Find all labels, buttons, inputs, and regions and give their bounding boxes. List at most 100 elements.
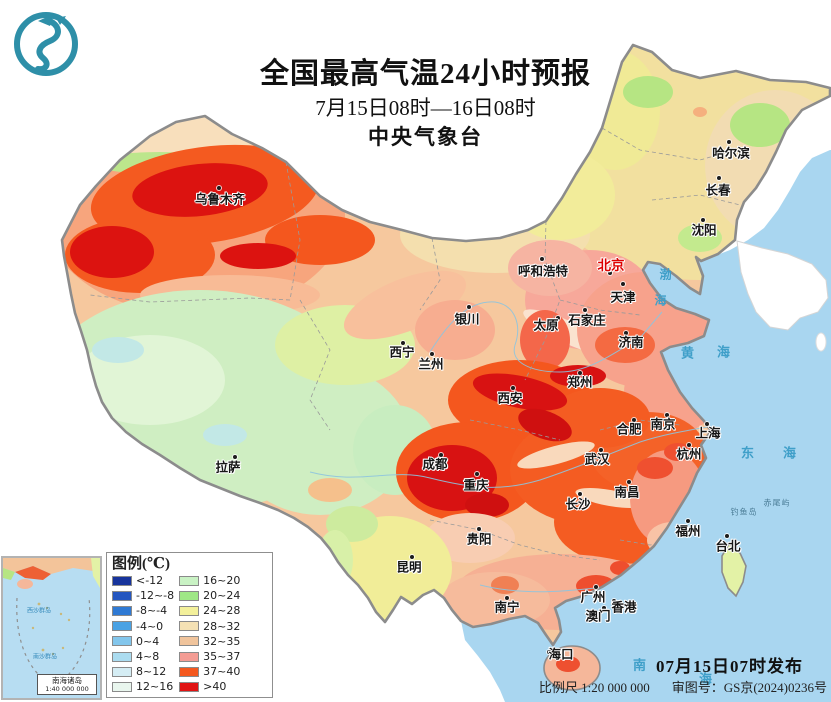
city-label: 台北 xyxy=(715,538,741,554)
sea-label: 东 xyxy=(740,446,756,462)
city-dot xyxy=(430,352,434,356)
city-dot xyxy=(578,492,582,496)
legend-range-label: 32~35 xyxy=(203,634,241,648)
rivers xyxy=(309,301,708,593)
sea-label: 渤 xyxy=(659,267,673,282)
city-dot xyxy=(725,534,729,538)
inset-caption-title: 南海诸岛 xyxy=(52,675,82,685)
legend-item: 0~4 xyxy=(112,634,174,649)
city-label: 郑州 xyxy=(567,374,593,390)
inset-island-label: 南沙群岛 xyxy=(32,653,58,661)
city-label: 乌鲁木齐 xyxy=(194,191,246,207)
city-label: 香港 xyxy=(611,599,637,615)
legend-range-label: 16~20 xyxy=(203,574,241,588)
city-dot xyxy=(687,443,691,447)
japan-islet xyxy=(815,332,827,352)
city-label: 银川 xyxy=(454,311,480,327)
city-dot xyxy=(439,453,443,457)
city-label: 天津 xyxy=(610,289,636,305)
city-label: 石家庄 xyxy=(568,312,606,328)
city-dot xyxy=(233,455,237,459)
temperature-shading xyxy=(62,45,830,645)
city-dot xyxy=(410,555,414,559)
city-label: 海口 xyxy=(548,646,574,662)
legend-range-label: 35~37 xyxy=(203,650,241,664)
legend-swatch xyxy=(179,605,200,616)
legend-range-label: 0~4 xyxy=(136,634,160,648)
inset-caption-scale: 1:40 000 000 xyxy=(45,684,89,693)
city-label: 哈尔滨 xyxy=(712,145,750,161)
sea-label: 钓鱼岛 xyxy=(730,507,758,517)
legend-range-label: -12~-8 xyxy=(136,589,175,603)
legend-item: 28~32 xyxy=(179,619,240,634)
city-label: 澳门 xyxy=(585,608,611,624)
city-label: 兰州 xyxy=(418,356,444,372)
city-label: 西安 xyxy=(497,390,523,406)
city-label: 福州 xyxy=(675,523,701,539)
city-dot xyxy=(727,140,731,144)
sea-label: 赤尾屿 xyxy=(763,498,791,508)
legend-item: 20~24 xyxy=(179,588,240,603)
legend-title: 图例(℃) xyxy=(112,556,170,572)
inset-island-label: 西沙群岛 xyxy=(26,607,52,615)
sea-label: 海 xyxy=(654,293,668,308)
city-dot xyxy=(602,606,606,610)
legend: 图例(℃) <-12 -12~-8 -8~-4 -4~0 0~4 4~8 8~12 12~16… xyxy=(106,552,273,698)
city-dot xyxy=(608,271,612,275)
city-label: 杭州 xyxy=(676,446,702,462)
city-dot xyxy=(578,371,582,375)
publish-time: 07月15日07时发布 xyxy=(656,657,803,676)
weather-service-dragon-logo xyxy=(14,12,78,76)
city-dot xyxy=(505,596,509,600)
legend-item: -12~-8 xyxy=(112,588,174,603)
legend-swatch xyxy=(112,575,132,586)
legend-item: 8~12 xyxy=(112,664,174,679)
city-label: 南昌 xyxy=(614,484,640,500)
map-title: 全国最高气温24小时预报 xyxy=(259,58,591,90)
legend-range-label: 4~8 xyxy=(136,650,160,664)
city-label: 沈阳 xyxy=(691,222,717,238)
city-dot xyxy=(556,316,560,320)
city-label: 北京 xyxy=(597,258,625,274)
city-dot xyxy=(705,422,709,426)
city-dot xyxy=(717,176,721,180)
city-label: 成都 xyxy=(422,456,448,472)
south-china-sea-inset: 西沙群岛南沙群岛 南海诸岛 1:40 000 000 xyxy=(1,556,102,700)
legend-swatch xyxy=(112,666,132,677)
city-dot xyxy=(599,448,603,452)
legend-item: 35~37 xyxy=(179,649,240,664)
agency-name: 中央气象台 xyxy=(368,125,483,149)
legend-item: 16~20 xyxy=(179,573,240,588)
map-scale: 比例尺 1:20 000 000 xyxy=(538,680,650,695)
city-label: 贵阳 xyxy=(466,531,492,547)
city-dot xyxy=(583,308,587,312)
legend-item: <-12 xyxy=(112,573,174,588)
forecast-period: 7月15日08时—16日08时 xyxy=(315,96,536,120)
city-dot xyxy=(632,418,636,422)
legend-item: 24~28 xyxy=(179,603,240,618)
legend-item: -8~-4 xyxy=(112,603,174,618)
legend-range-label: 20~24 xyxy=(203,589,241,603)
legend-swatch xyxy=(179,651,200,662)
legend-range-label: 8~12 xyxy=(136,665,167,679)
city-dot xyxy=(401,341,405,345)
city-label: 西宁 xyxy=(389,344,415,360)
city-label: 太原 xyxy=(533,317,559,333)
taiwan-island xyxy=(721,542,747,598)
city-label: 长沙 xyxy=(565,496,591,512)
legend-item: 37~40 xyxy=(179,664,240,679)
legend-swatch xyxy=(179,666,200,677)
city-dot xyxy=(475,472,479,476)
legend-range-label: 12~16 xyxy=(136,680,174,694)
city-dot xyxy=(594,585,598,589)
sea-label: 海 xyxy=(698,672,714,688)
legend-col-left: <-12 -12~-8 -8~-4 -4~0 0~4 4~8 8~12 12~16 xyxy=(112,573,174,695)
legend-swatch xyxy=(179,590,200,601)
city-label: 南宁 xyxy=(494,599,520,615)
map-scale-row: 比例尺 1:20 000 000 审图号：GS京(2024)0236号 xyxy=(539,677,827,696)
city-label: 昆明 xyxy=(396,559,422,575)
sea-label: 南 xyxy=(632,658,648,674)
city-label: 武汉 xyxy=(584,451,610,467)
city-dot xyxy=(540,257,544,261)
